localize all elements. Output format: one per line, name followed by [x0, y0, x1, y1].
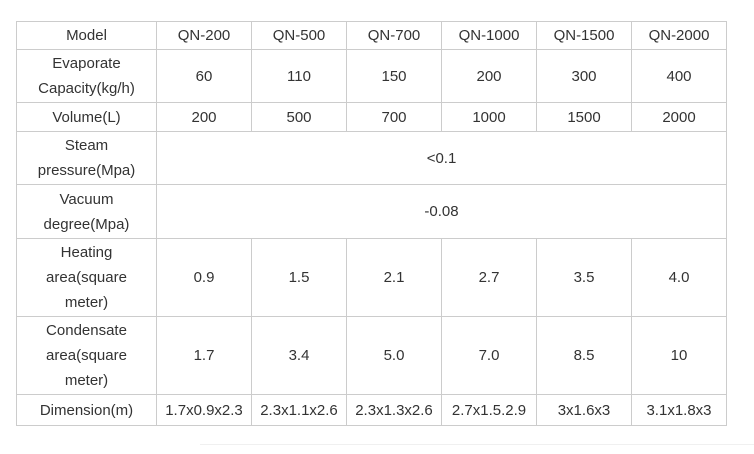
value-cell: 200 — [441, 49, 537, 103]
bottom-divider — [200, 444, 754, 445]
merged-value-cell: <0.1 — [156, 131, 727, 185]
row-dimension: Dimension(m) 1.7x0.9x2.3 2.3x1.1x2.6 2.3… — [16, 394, 727, 426]
value-cell: 3.5 — [536, 238, 632, 317]
header-cell-qn-200: QN-200 — [156, 21, 252, 50]
value-cell: 3.1x1.8x3 — [631, 394, 727, 426]
value-cell: 2.1 — [346, 238, 442, 317]
row-condensate-area: Condensate area(square meter) 1.7 3.4 5.… — [16, 316, 727, 395]
value-cell: 200 — [156, 102, 252, 132]
row-label: Volume(L) — [16, 102, 157, 132]
value-cell: 8.5 — [536, 316, 632, 395]
row-label: Evaporate Capacity(kg/h) — [16, 49, 157, 103]
row-label: Dimension(m) — [16, 394, 157, 426]
value-cell: 2.3x1.1x2.6 — [251, 394, 347, 426]
value-cell: 110 — [251, 49, 347, 103]
value-cell: 700 — [346, 102, 442, 132]
value-cell: 2.7 — [441, 238, 537, 317]
value-cell: 2000 — [631, 102, 727, 132]
header-cell-model: Model — [16, 21, 157, 50]
row-label: Vacuum degree(Mpa) — [16, 184, 157, 239]
value-cell: 2.3x1.3x2.6 — [346, 394, 442, 426]
row-label: Heating area(square meter) — [16, 238, 157, 317]
spec-table: Model QN-200 QN-500 QN-700 QN-1000 QN-15… — [16, 21, 727, 426]
value-cell: 500 — [251, 102, 347, 132]
row-label: Steam pressure(Mpa) — [16, 131, 157, 185]
value-cell: 1.7x0.9x2.3 — [156, 394, 252, 426]
value-cell: 1.7 — [156, 316, 252, 395]
header-cell-qn-2000: QN-2000 — [631, 21, 727, 50]
value-cell: 1.5 — [251, 238, 347, 317]
value-cell: 10 — [631, 316, 727, 395]
value-cell: 1500 — [536, 102, 632, 132]
row-volume: Volume(L) 200 500 700 1000 1500 2000 — [16, 102, 727, 132]
header-cell-qn-700: QN-700 — [346, 21, 442, 50]
value-cell: 150 — [346, 49, 442, 103]
value-cell: 60 — [156, 49, 252, 103]
value-cell: 2.7x1.5.2.9 — [441, 394, 537, 426]
row-label: Condensate area(square meter) — [16, 316, 157, 395]
value-cell: 3x1.6x3 — [536, 394, 632, 426]
header-row: Model QN-200 QN-500 QN-700 QN-1000 QN-15… — [16, 21, 727, 50]
value-cell: 1000 — [441, 102, 537, 132]
merged-value-cell: -0.08 — [156, 184, 727, 239]
row-evaporate-capacity: Evaporate Capacity(kg/h) 60 110 150 200 … — [16, 49, 727, 103]
header-cell-qn-1500: QN-1500 — [536, 21, 632, 50]
row-steam-pressure: Steam pressure(Mpa) <0.1 — [16, 131, 727, 185]
value-cell: 4.0 — [631, 238, 727, 317]
value-cell: 7.0 — [441, 316, 537, 395]
row-vacuum-degree: Vacuum degree(Mpa) -0.08 — [16, 184, 727, 239]
value-cell: 300 — [536, 49, 632, 103]
value-cell: 0.9 — [156, 238, 252, 317]
value-cell: 400 — [631, 49, 727, 103]
header-cell-qn-1000: QN-1000 — [441, 21, 537, 50]
value-cell: 3.4 — [251, 316, 347, 395]
row-heating-area: Heating area(square meter) 0.9 1.5 2.1 2… — [16, 238, 727, 317]
value-cell: 5.0 — [346, 316, 442, 395]
header-cell-qn-500: QN-500 — [251, 21, 347, 50]
